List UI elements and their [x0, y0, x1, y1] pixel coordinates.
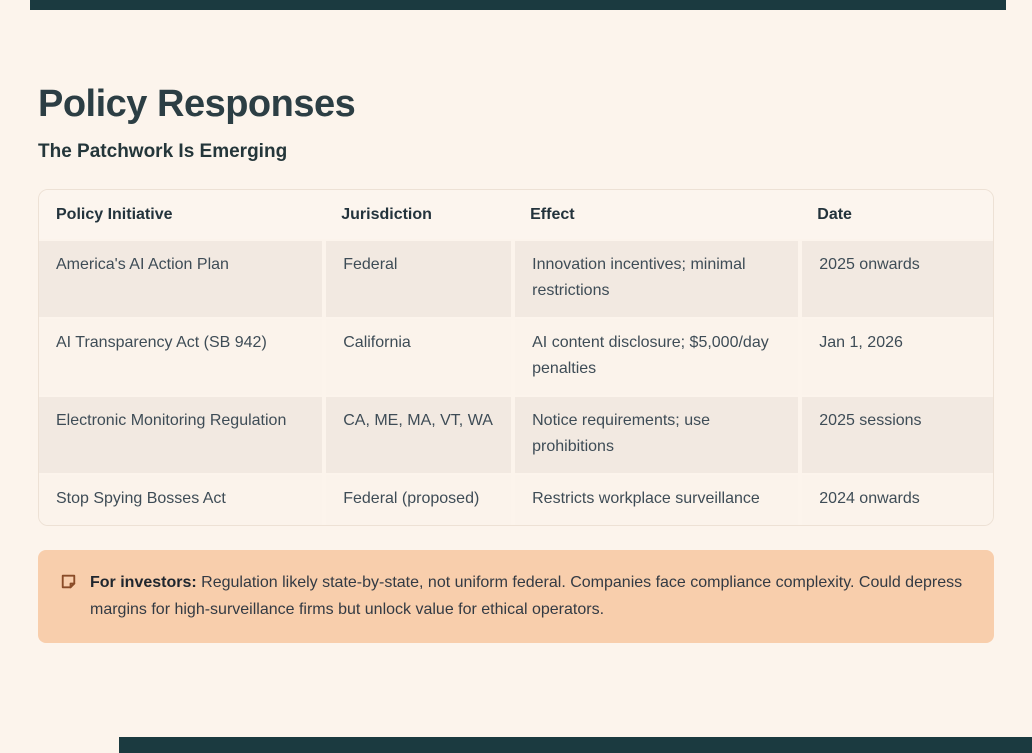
policy-table: Policy Initiative Jurisdiction Effect Da…	[39, 189, 993, 525]
table-cell: California	[322, 316, 514, 396]
slide-content: Policy Responses The Patchwork Is Emergi…	[38, 83, 994, 643]
callout-text: For investors: Regulation likely state-b…	[90, 569, 972, 623]
investor-callout: For investors: Regulation likely state-b…	[38, 549, 994, 643]
table-cell: AI content disclosure; $5,000/day penalt…	[511, 316, 801, 396]
column-header-policy-initiative: Policy Initiative	[39, 189, 325, 240]
callout-body: Regulation likely state-by-state, not un…	[90, 573, 963, 618]
table-cell: Restricts workplace surveillance	[511, 472, 801, 525]
column-header-effect: Effect	[513, 189, 801, 240]
table-cell: 2025 sessions	[798, 394, 993, 474]
table-header-row: Policy Initiative Jurisdiction Effect Da…	[39, 189, 993, 240]
table-cell: Stop Spying Bosses Act	[39, 472, 325, 525]
table-row: Electronic Monitoring Regulation CA, ME, …	[39, 394, 993, 474]
table-cell: Electronic Monitoring Regulation	[39, 394, 325, 474]
table-cell: Innovation incentives; minimal restricti…	[511, 238, 801, 318]
page-title: Policy Responses	[38, 83, 356, 125]
table-cell: America's AI Action Plan	[39, 238, 325, 318]
table-cell: Federal (proposed)	[322, 472, 514, 525]
table-cell: 2024 onwards	[798, 472, 993, 525]
callout-label: For investors:	[90, 573, 197, 591]
policy-table-card: Policy Initiative Jurisdiction Effect Da…	[38, 188, 994, 526]
table-row: America's AI Action Plan Federal Innovatio…	[39, 238, 993, 318]
bottom-accent-bar	[119, 737, 1032, 753]
table-cell: Jan 1, 2026	[798, 316, 993, 396]
table-cell: CA, ME, MA, VT, WA	[322, 394, 514, 474]
note-icon	[61, 574, 76, 589]
table-cell: AI Transparency Act (SB 942)	[39, 316, 325, 396]
top-accent-bar	[30, 0, 1006, 10]
table-cell: Federal	[322, 238, 514, 318]
column-header-date: Date	[800, 189, 993, 240]
table-row: Stop Spying Bosses Act Federal (proposed)…	[39, 472, 993, 525]
table-cell: Notice requirements; use prohibitions	[511, 394, 801, 474]
page-subtitle: The Patchwork Is Emerging	[38, 140, 288, 162]
table-cell: 2025 onwards	[798, 238, 993, 318]
column-header-jurisdiction: Jurisdiction	[324, 189, 514, 240]
table-row: AI Transparency Act (SB 942) California AI…	[39, 316, 993, 396]
